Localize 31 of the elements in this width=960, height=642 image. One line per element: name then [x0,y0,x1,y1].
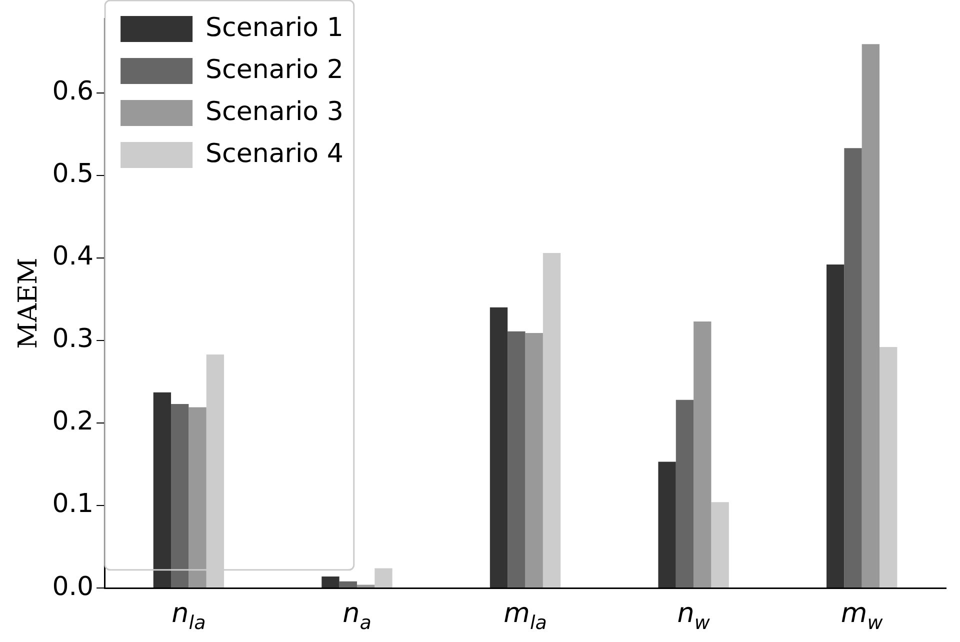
bar [525,333,543,588]
bar [676,400,694,588]
bar [658,462,676,588]
legend-label: Scenario 4 [206,138,344,169]
y-axis-title: MAEM [13,258,44,349]
bar [508,331,526,588]
bar [322,576,340,588]
y-tick-label: 0.6 [52,76,94,107]
bar [844,148,862,588]
y-tick-label: 0.5 [52,159,94,190]
bar [862,44,880,588]
bar [171,404,189,588]
y-tick-label: 0.2 [52,406,94,437]
y-tick-label: 0.1 [52,489,94,520]
y-tick-label: 0.4 [52,242,94,272]
legend-label: Scenario 3 [206,96,344,127]
bar [356,584,375,588]
legend-label: Scenario 2 [206,54,344,85]
bar [339,581,357,588]
bar [490,307,508,588]
y-tick-label: 0.3 [52,324,94,354]
legend-label: Scenario 1 [206,12,344,43]
bar [153,392,172,588]
bar [188,407,206,588]
bar [826,264,844,588]
bar [694,321,712,588]
bar [711,502,729,588]
bar [880,347,898,588]
bar [542,252,561,588]
y-tick-label: 0.0 [52,572,94,602]
bar [374,568,392,588]
